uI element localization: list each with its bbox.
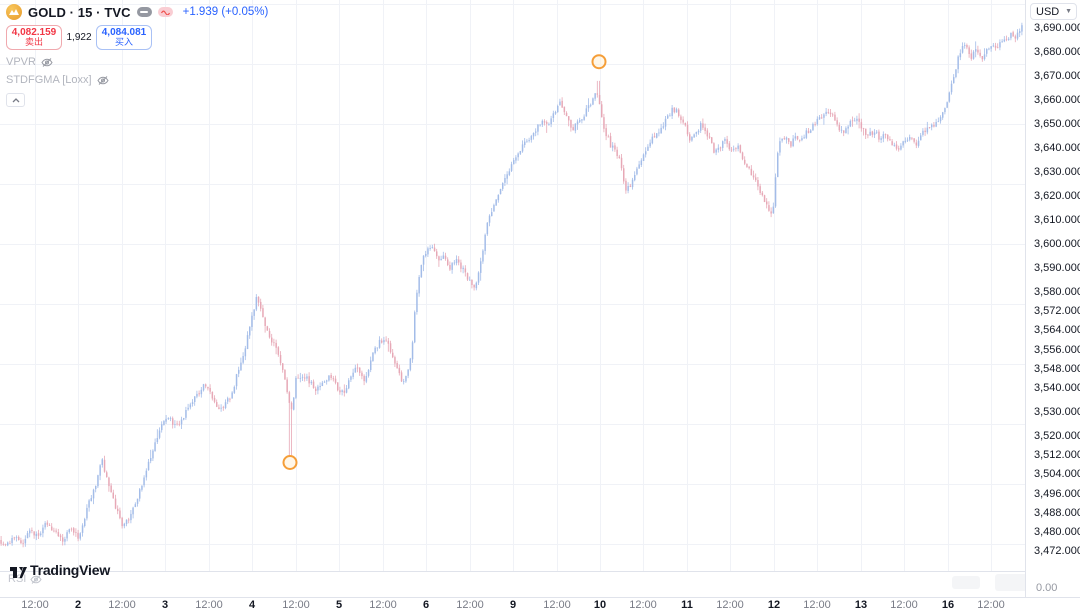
price-tick-label: 3,540.000 xyxy=(1034,382,1080,394)
price-tick-label: 3,690.000 xyxy=(1034,22,1080,34)
gold-symbol-icon xyxy=(6,4,22,20)
time-tick-label: 12:00 xyxy=(977,599,1005,611)
symbol-title[interactable]: GOLD · 15 · TVC xyxy=(28,4,131,20)
time-tick-label: 3 xyxy=(161,599,169,611)
time-tick-label: 10 xyxy=(593,599,607,611)
price-tick-label: 3,512.000 xyxy=(1034,449,1080,461)
currency-dropdown[interactable]: USD ▼ xyxy=(1030,3,1077,20)
indicator-name-stdfgma[interactable]: STDFGMA [Loxx] xyxy=(6,74,92,86)
quote-row: 4,082.159 卖出 1,922 4,084.081 买入 xyxy=(6,25,268,50)
time-tick-label: 4 xyxy=(248,599,256,611)
candlestick-chart[interactable] xyxy=(0,0,1025,571)
time-tick-label: 12:00 xyxy=(282,599,310,611)
time-tick-label: 12 xyxy=(767,599,781,611)
price-tick-label: 3,580.000 xyxy=(1034,286,1080,298)
price-tick-label: 3,548.000 xyxy=(1034,363,1080,375)
chart-legend: GOLD · 15 · TVC +1.939 (+0.05%) 4,082.15… xyxy=(6,3,268,107)
tradingview-logo[interactable]: TradingView xyxy=(10,562,110,578)
price-tick-label: 3,590.000 xyxy=(1034,262,1080,274)
sell-price: 4,082.159 xyxy=(11,26,57,38)
faint-artifact xyxy=(952,576,980,589)
price-tick-label: 3,610.000 xyxy=(1034,214,1080,226)
spread-value: 1,922 xyxy=(66,32,92,43)
time-tick-label: 12:00 xyxy=(195,599,223,611)
time-tick-label: 12:00 xyxy=(456,599,484,611)
market-status-minus-icon xyxy=(136,7,152,17)
order-marker-circle[interactable] xyxy=(282,455,298,470)
time-tick-label: 16 xyxy=(941,599,955,611)
price-tick-label: 3,640.000 xyxy=(1034,142,1080,154)
time-axis-border xyxy=(0,597,1080,598)
price-tick-label: 3,472.000 xyxy=(1034,545,1080,557)
axis-corner: ⚙ xyxy=(1025,598,1080,612)
symbol-row: GOLD · 15 · TVC +1.939 (+0.05%) xyxy=(6,3,268,21)
time-tick-label: 12:00 xyxy=(716,599,744,611)
market-status-wave-icon xyxy=(157,7,173,17)
pane-separator[interactable] xyxy=(0,571,1080,572)
time-tick-label: 12:00 xyxy=(108,599,136,611)
time-tick-label: 12:00 xyxy=(803,599,831,611)
time-tick-label: 12:00 xyxy=(21,599,49,611)
price-tick-label: 3,488.000 xyxy=(1034,507,1080,519)
buy-price: 4,084.081 xyxy=(101,26,147,38)
legend-collapse-button[interactable] xyxy=(6,93,25,107)
price-tick-label: 3,600.000 xyxy=(1034,238,1080,250)
price-tick-label: 3,520.000 xyxy=(1034,430,1080,442)
price-change: +1.939 (+0.05%) xyxy=(182,6,269,18)
time-tick-label: 6 xyxy=(422,599,430,611)
tradingview-logo-text: TradingView xyxy=(30,562,111,578)
price-tick-label: 3,480.000 xyxy=(1034,526,1080,538)
price-tick-label: 3,530.000 xyxy=(1034,406,1080,418)
price-tick-label: 3,556.000 xyxy=(1034,344,1080,356)
buy-button[interactable]: 4,084.081 买入 xyxy=(96,25,152,50)
hidden-eye-icon[interactable] xyxy=(41,57,53,68)
price-tick-label: 3,496.000 xyxy=(1034,488,1080,500)
currency-label: USD xyxy=(1036,5,1060,18)
tradingview-logo-icon xyxy=(10,566,27,578)
order-marker-circle[interactable] xyxy=(591,54,607,70)
time-tick-label: 5 xyxy=(335,599,343,611)
price-tick-label: 3,680.000 xyxy=(1034,46,1080,58)
indicator-row-vpvr[interactable]: VPVR xyxy=(6,56,268,68)
price-tick-label: 3,670.000 xyxy=(1034,70,1080,82)
sub-pane-rsi xyxy=(0,572,1037,597)
price-tick-label: 3,650.000 xyxy=(1034,118,1080,130)
price-tick-label: 3,620.000 xyxy=(1034,190,1080,202)
hidden-eye-icon[interactable] xyxy=(96,75,109,86)
indicator-row-stdfgma[interactable]: STDFGMA [Loxx] xyxy=(6,74,268,86)
time-tick-label: 11 xyxy=(681,599,693,611)
buy-label: 买入 xyxy=(114,37,133,48)
sub-pane-axis-value: 0.00 xyxy=(1036,582,1058,594)
price-tick-label: 3,660.000 xyxy=(1034,94,1080,106)
hidden-eye-icon[interactable] xyxy=(30,574,42,585)
time-tick-label: 2 xyxy=(74,599,82,611)
price-tick-label: 3,564.000 xyxy=(1034,324,1080,336)
time-tick-label: 12:00 xyxy=(369,599,397,611)
time-tick-label: 13 xyxy=(854,599,868,611)
price-tick-label: 3,630.000 xyxy=(1034,166,1080,178)
time-tick-label: 9 xyxy=(509,599,517,611)
sell-label: 卖出 xyxy=(24,37,43,48)
price-tick-label: 3,572.000 xyxy=(1034,305,1080,317)
time-tick-label: 12:00 xyxy=(629,599,657,611)
price-axis[interactable]: USD ▼ 3,690.000 3,680.000 3,670.000 3,660.0… xyxy=(1025,0,1080,597)
time-tick-label: 12:00 xyxy=(543,599,571,611)
chevron-down-icon: ▼ xyxy=(1065,8,1072,15)
time-axis[interactable]: 12:00 2 12:00 3 12:00 4 12:00 5 12:00 6 12:00 9 12:0… xyxy=(0,598,1025,612)
price-tick-label: 3,504.000 xyxy=(1034,468,1080,480)
indicator-name-vpvr[interactable]: VPVR xyxy=(6,56,36,68)
time-tick-label: 12:00 xyxy=(890,599,918,611)
sell-button[interactable]: 4,082.159 卖出 xyxy=(6,25,62,50)
